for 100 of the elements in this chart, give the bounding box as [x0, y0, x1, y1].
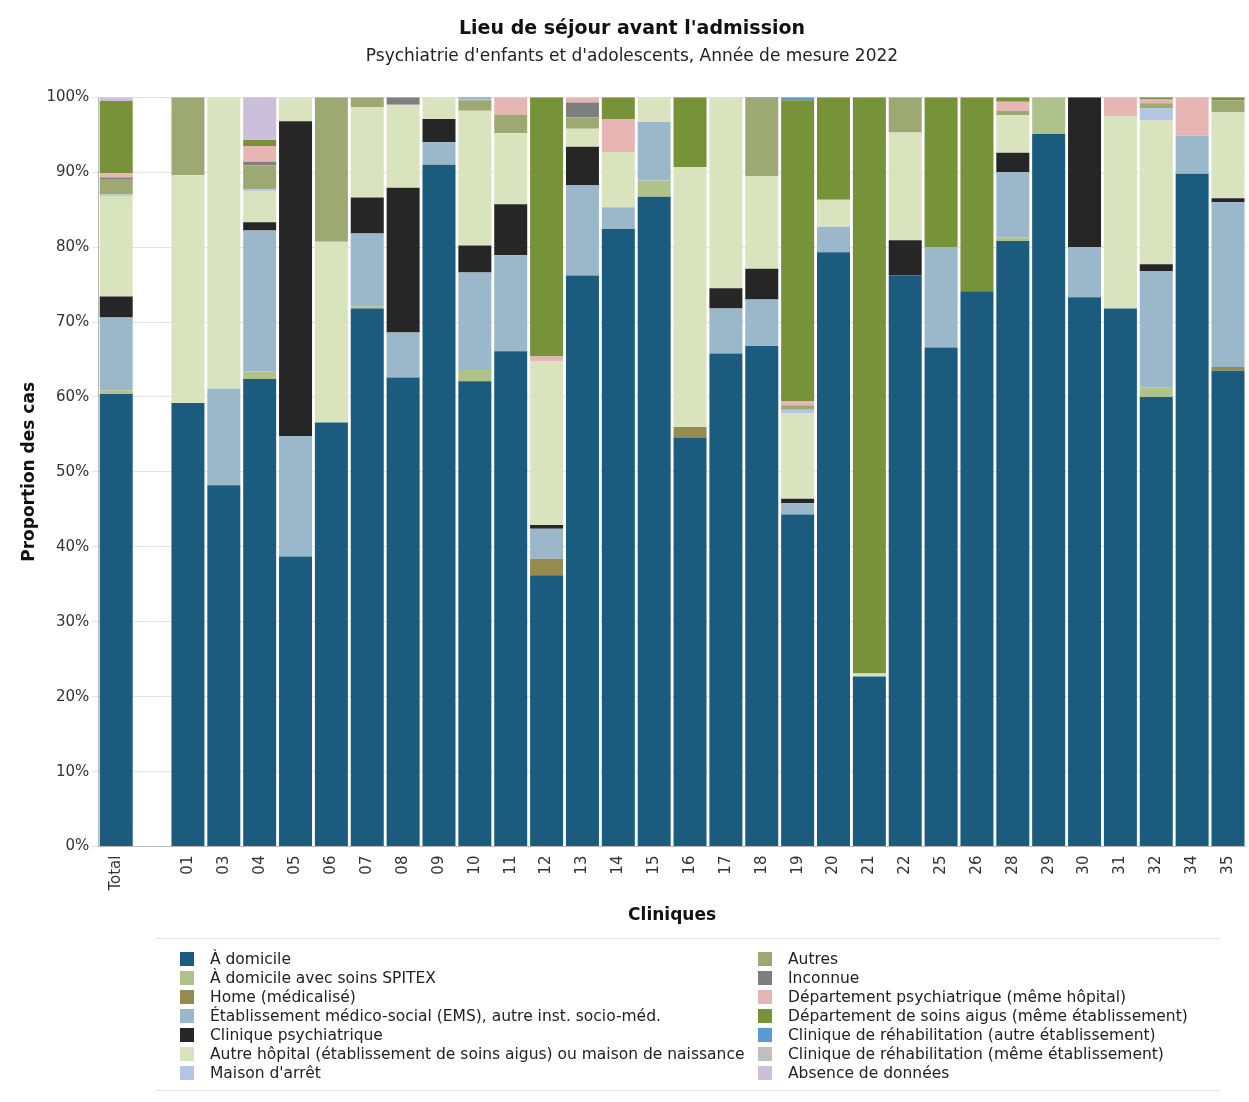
bar — [565, 184, 599, 276]
bar — [350, 308, 384, 847]
bar — [709, 308, 743, 354]
bar — [852, 676, 886, 847]
bar — [171, 97, 205, 176]
x-tick-label: 31 — [1110, 855, 1129, 875]
bar — [243, 165, 277, 190]
bar — [350, 106, 384, 198]
y-tick-label: 50% — [55, 461, 90, 480]
bar — [530, 528, 564, 559]
bar — [996, 172, 1030, 238]
bar — [243, 230, 277, 372]
x-tick-label: 04 — [249, 855, 268, 875]
bar — [243, 191, 277, 223]
bar — [314, 422, 348, 847]
legend-label: Département de soins aigus (même établissement) — [788, 1006, 1188, 1025]
bar — [458, 381, 492, 847]
x-tick-label: 01 — [177, 855, 196, 875]
legend-label: Autres — [788, 949, 839, 968]
bar — [350, 233, 384, 307]
bar — [673, 437, 707, 847]
y-tick-label: 20% — [55, 686, 90, 705]
y-tick-label: 70% — [55, 311, 90, 330]
bar — [709, 97, 743, 289]
bar — [565, 146, 599, 185]
bar — [1139, 108, 1173, 121]
x-tick-label: 12 — [536, 855, 555, 875]
bar — [1211, 202, 1245, 367]
bar — [924, 247, 958, 348]
bar — [709, 288, 743, 309]
bar — [852, 673, 886, 677]
bar — [1211, 100, 1245, 113]
bar — [422, 142, 456, 165]
bar — [243, 378, 277, 847]
bar — [171, 175, 205, 403]
bar — [1103, 115, 1137, 309]
x-tick-label: 34 — [1182, 855, 1201, 875]
bar — [1068, 97, 1102, 248]
y-tick-label: 30% — [55, 611, 90, 630]
legend-label: À domicile avec soins SPITEX — [210, 968, 436, 987]
bar — [458, 369, 492, 382]
bar — [458, 245, 492, 273]
bar — [350, 197, 384, 234]
bar — [565, 275, 599, 847]
bar — [243, 97, 277, 140]
bar — [422, 118, 456, 143]
bar — [781, 401, 815, 406]
x-tick-label: 30 — [1074, 855, 1093, 875]
bar — [207, 388, 241, 486]
bar — [996, 101, 1030, 111]
bar — [530, 360, 564, 526]
x-tick-label: 28 — [1002, 855, 1021, 875]
bar — [601, 207, 635, 230]
bar — [817, 199, 850, 227]
x-tick-label: 21 — [859, 855, 878, 875]
bar — [279, 121, 313, 436]
bar — [386, 104, 420, 188]
bar — [565, 117, 599, 129]
bar — [745, 268, 779, 300]
bar — [781, 503, 815, 515]
y-tick-label: 10% — [55, 761, 90, 780]
bar — [207, 485, 241, 847]
bar — [637, 196, 671, 847]
bar — [243, 222, 277, 231]
x-tick-label: 35 — [1217, 855, 1236, 875]
bar — [350, 306, 384, 309]
bar — [1211, 370, 1245, 847]
x-tick-label: 14 — [608, 855, 627, 875]
bar — [673, 426, 707, 438]
bar — [637, 180, 671, 197]
x-tick-label: 03 — [213, 855, 232, 875]
bar — [422, 164, 456, 847]
bar — [852, 97, 886, 674]
bar — [888, 275, 922, 847]
legend-label: Clinique psychiatrique — [210, 1025, 383, 1044]
bar — [386, 97, 420, 105]
bar — [243, 145, 277, 162]
bar — [458, 100, 492, 111]
bar — [494, 204, 528, 256]
x-tick-label: 05 — [285, 855, 304, 875]
x-tick-label: 06 — [321, 855, 340, 875]
bar — [1211, 198, 1245, 203]
bar — [1139, 271, 1173, 388]
bar — [1032, 97, 1066, 134]
bar — [1139, 103, 1173, 109]
bar — [1103, 308, 1137, 847]
x-axis-title: Cliniques — [628, 904, 717, 925]
bar — [458, 272, 492, 370]
bar — [745, 98, 779, 176]
bar — [601, 118, 635, 152]
x-tick-label: 29 — [1038, 855, 1057, 875]
bar — [781, 100, 815, 402]
bar — [99, 317, 133, 391]
y-tick-label: 40% — [55, 536, 90, 555]
bar — [279, 435, 313, 557]
x-tick-label: 13 — [572, 855, 591, 875]
bar — [888, 240, 922, 276]
legend-label: Absence de données — [788, 1063, 950, 1082]
bar — [1139, 99, 1173, 104]
bar — [243, 371, 277, 379]
